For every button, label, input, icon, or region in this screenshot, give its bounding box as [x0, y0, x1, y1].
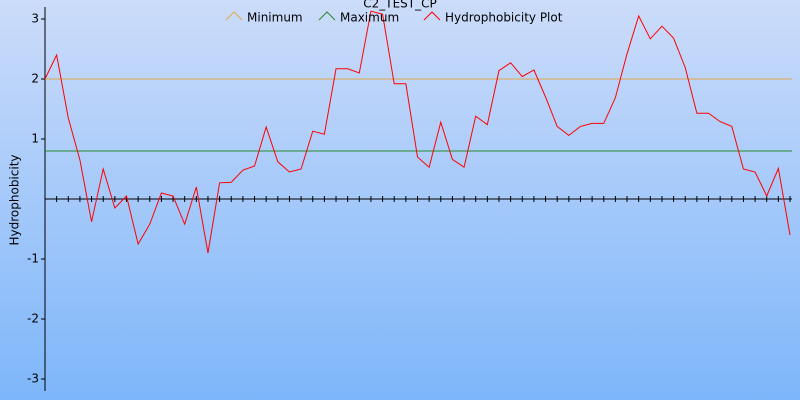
legend-icon: [423, 11, 441, 21]
y-tick-label: 2: [31, 72, 39, 86]
legend-label: Minimum: [247, 11, 303, 25]
legend-icon: [318, 11, 336, 21]
y-axis-label: Hydrophobicity: [8, 154, 22, 245]
legend-label: Hydrophobicity Plot: [445, 11, 563, 25]
y-tick-label: -3: [27, 372, 39, 386]
data-line: [44, 10, 791, 254]
legend-icon: [225, 11, 243, 21]
x-axis-ticks: [44, 196, 791, 202]
y-tick-label: 3: [31, 12, 39, 26]
y-tick-label: -1: [27, 252, 39, 266]
y-tick-label: -2: [27, 312, 39, 326]
y-tick-label: 1: [31, 132, 39, 146]
chart-title: C2_TEST_CP: [363, 0, 437, 11]
legend-label: Maximum: [340, 11, 399, 25]
